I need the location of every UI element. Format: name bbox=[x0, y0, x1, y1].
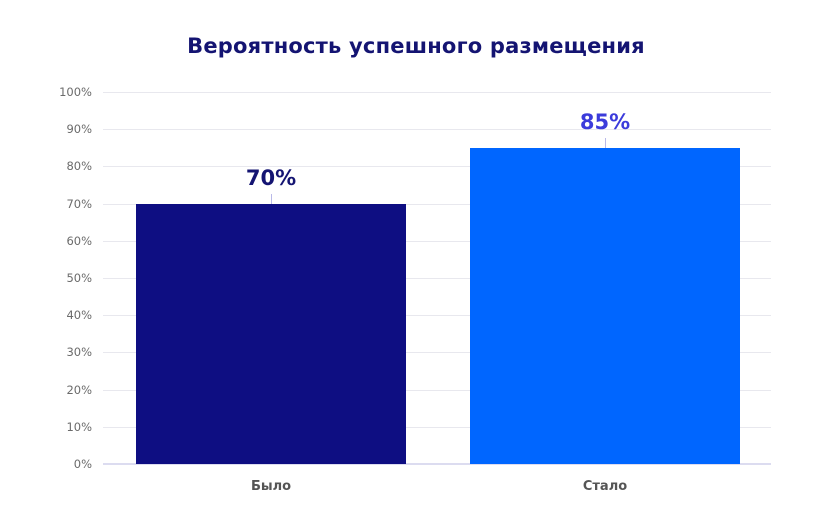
plot-area: 70% 85% bbox=[103, 92, 771, 465]
y-tick-label: 100% bbox=[59, 85, 92, 99]
gridline bbox=[103, 278, 771, 279]
gridline bbox=[103, 129, 771, 131]
y-tick-label: 80% bbox=[66, 159, 92, 174]
chart-title: Вероятность успешного размещения bbox=[187, 34, 645, 58]
y-tick-label: 20% bbox=[66, 382, 92, 397]
bar-2 bbox=[470, 147, 740, 464]
x-tick-label: Стало bbox=[582, 479, 628, 494]
y-tick-label: 30% bbox=[66, 345, 92, 360]
value-label: 85% bbox=[579, 109, 631, 134]
gridline bbox=[103, 389, 771, 391]
gridline bbox=[103, 92, 771, 93]
gridline bbox=[103, 240, 771, 242]
gridline bbox=[103, 315, 771, 317]
y-tick-label: 50% bbox=[66, 271, 92, 285]
value-label: 70% bbox=[245, 165, 297, 190]
y-tick-label: 10% bbox=[66, 419, 92, 434]
y-tick-label: 70% bbox=[66, 196, 92, 211]
y-tick-label: 90% bbox=[66, 122, 92, 137]
x-tick-label: Было bbox=[250, 479, 292, 494]
gridline bbox=[103, 352, 771, 354]
gridline bbox=[103, 463, 771, 465]
y-tick-label: 40% bbox=[66, 308, 92, 323]
gridline bbox=[103, 203, 771, 205]
value-leader-line bbox=[271, 193, 272, 204]
y-tick-label: 0% bbox=[73, 457, 92, 471]
y-tick-label: 60% bbox=[66, 233, 92, 248]
bar-1 bbox=[136, 203, 406, 464]
gridline bbox=[103, 166, 771, 168]
value-leader-line bbox=[605, 137, 606, 148]
gridline bbox=[103, 426, 771, 428]
